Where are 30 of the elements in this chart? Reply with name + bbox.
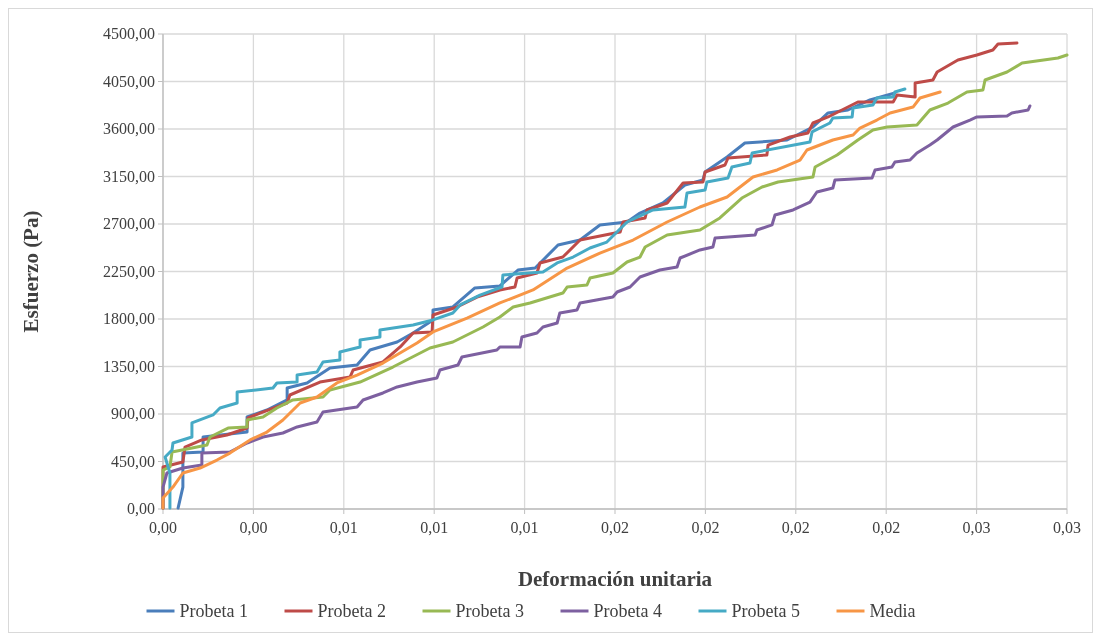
y-axis-title: Esfuerzo (Pa)	[19, 210, 43, 333]
x-tick-label: 0,02	[872, 519, 901, 536]
y-tick-label: 2250,00	[103, 262, 155, 280]
y-tick-label: 3600,00	[103, 120, 155, 137]
y-tick-label: 4500,00	[103, 25, 155, 42]
x-tick-label: 0,00	[239, 519, 268, 536]
legend-label: Media	[869, 601, 916, 621]
legend-label: Probeta 5	[731, 601, 800, 621]
x-tick-label: 0,02	[691, 519, 720, 536]
y-tick-label: 900,00	[111, 405, 155, 422]
x-tick-label: 0,00	[149, 519, 177, 536]
legend-label: Probeta 2	[317, 601, 386, 621]
y-tick-label: 3150,00	[103, 167, 155, 185]
x-tick-label: 0,01	[510, 519, 539, 536]
legend-label: Probeta 3	[455, 601, 524, 621]
legend-label: Probeta 1	[179, 601, 248, 621]
y-tick-label: 1800,00	[103, 310, 155, 327]
x-tick-label: 0,02	[601, 519, 629, 536]
x-tick-label: 0,03	[1053, 519, 1081, 536]
y-tick-label: 2700,00	[103, 215, 155, 232]
y-tick-label: 450,00	[111, 452, 155, 470]
x-tick-label: 0,01	[420, 519, 449, 536]
legend-label: Probeta 4	[593, 601, 662, 621]
x-tick-label: 0,02	[781, 519, 810, 536]
x-axis-title: Deformación unitaria	[517, 567, 713, 591]
y-tick-label: 0,00	[127, 500, 155, 517]
y-tick-label: 4050,00	[103, 72, 155, 90]
x-tick-label: 0,03	[962, 519, 991, 536]
y-tick-label: 1350,00	[103, 357, 155, 375]
x-tick-label: 0,01	[329, 519, 358, 536]
